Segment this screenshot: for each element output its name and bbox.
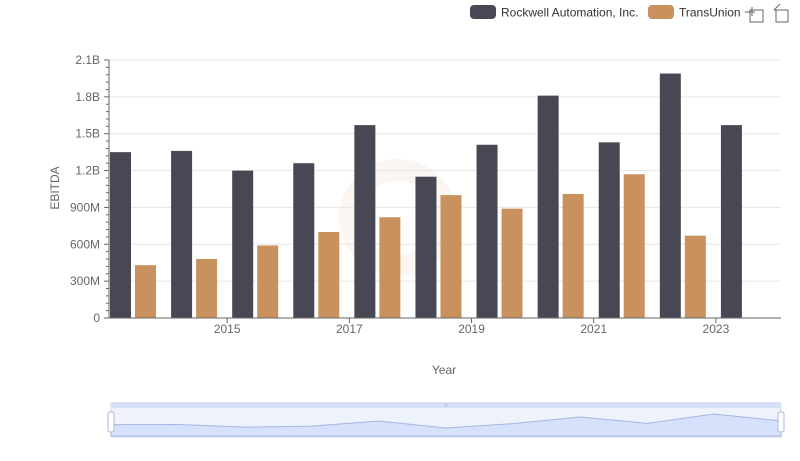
slider-handle-right[interactable] [777, 411, 785, 433]
x-axis: 2015 2017 2019 2021 2023 [109, 317, 781, 336]
bar-rockwell-2024[interactable] [720, 125, 742, 318]
legend-item-rockwell[interactable]: Rockwell Automation, Inc. [470, 5, 638, 20]
x-axis-title: Year [432, 363, 456, 377]
zoom-select-icon[interactable] [745, 7, 764, 23]
bar-rockwell-2023[interactable] [659, 73, 681, 318]
bar-transunion-2020[interactable] [501, 208, 523, 318]
bar-rockwell-2022[interactable] [598, 142, 620, 318]
legend-swatch-rockwell [470, 5, 496, 19]
data-zoom-slider[interactable]: ≡ [107, 402, 785, 438]
y-axis-title: EBITDA [48, 166, 62, 209]
legend-swatch-transunion [648, 5, 674, 19]
bar-transunion-2022[interactable] [623, 174, 645, 318]
bar-transunion-2023[interactable] [684, 235, 706, 318]
y-tick-label: 1.2B [75, 164, 100, 178]
bar-rockwell-2016[interactable] [232, 170, 254, 318]
bar-transunion-2021[interactable] [562, 193, 584, 318]
bar-transunion-2016[interactable] [257, 245, 279, 318]
bar-rockwell-2020[interactable] [476, 144, 498, 318]
bar-rockwell-2015[interactable] [171, 150, 193, 318]
slider-handle-left[interactable] [107, 411, 115, 433]
bar-rockwell-2021[interactable] [537, 95, 559, 318]
bar-transunion-2017[interactable] [318, 232, 340, 318]
x-tick-label: 2015 [214, 322, 241, 336]
y-axis: 0 300M 600M 900M 1.2B 1.5B 1.8B 2.1B [70, 53, 110, 325]
legend-label-rockwell: Rockwell Automation, Inc. [501, 6, 638, 20]
legend-label-transunion: TransUnion [679, 6, 741, 20]
bar-rockwell-2014[interactable] [110, 152, 131, 318]
slider-grip-icon: ≡ [444, 403, 448, 409]
y-tick-label: 1.8B [75, 90, 100, 104]
x-tick-label: 2021 [580, 322, 607, 336]
x-tick-label: 2023 [703, 322, 730, 336]
bar-transunion-2018[interactable] [379, 217, 401, 318]
slider-preview-line [110, 413, 782, 437]
y-tick-label: 600M [70, 237, 100, 251]
bar-transunion-2019[interactable] [440, 195, 462, 318]
bar-transunion-2014[interactable] [135, 265, 156, 318]
x-tick-label: 2017 [336, 322, 363, 336]
y-tick-label: 2.1B [75, 53, 100, 67]
bar-transunion-2015[interactable] [196, 259, 218, 318]
bar-rockwell-2018[interactable] [354, 125, 376, 318]
zoom-reset-icon[interactable] [773, 3, 789, 23]
y-tick-label: 0 [93, 311, 100, 325]
bars [110, 73, 742, 318]
legend-item-transunion[interactable]: TransUnion [648, 5, 741, 20]
bar-rockwell-2019[interactable] [415, 176, 437, 318]
slider-top-bar[interactable] [111, 402, 781, 408]
x-tick-label: 2019 [458, 322, 485, 336]
y-tick-label: 1.5B [75, 127, 100, 141]
y-tick-label: 900M [70, 200, 100, 214]
legend: Rockwell Automation, Inc. TransUnion [470, 5, 741, 20]
bar-rockwell-2017[interactable] [293, 163, 315, 318]
y-tick-label: 300M [70, 274, 100, 288]
